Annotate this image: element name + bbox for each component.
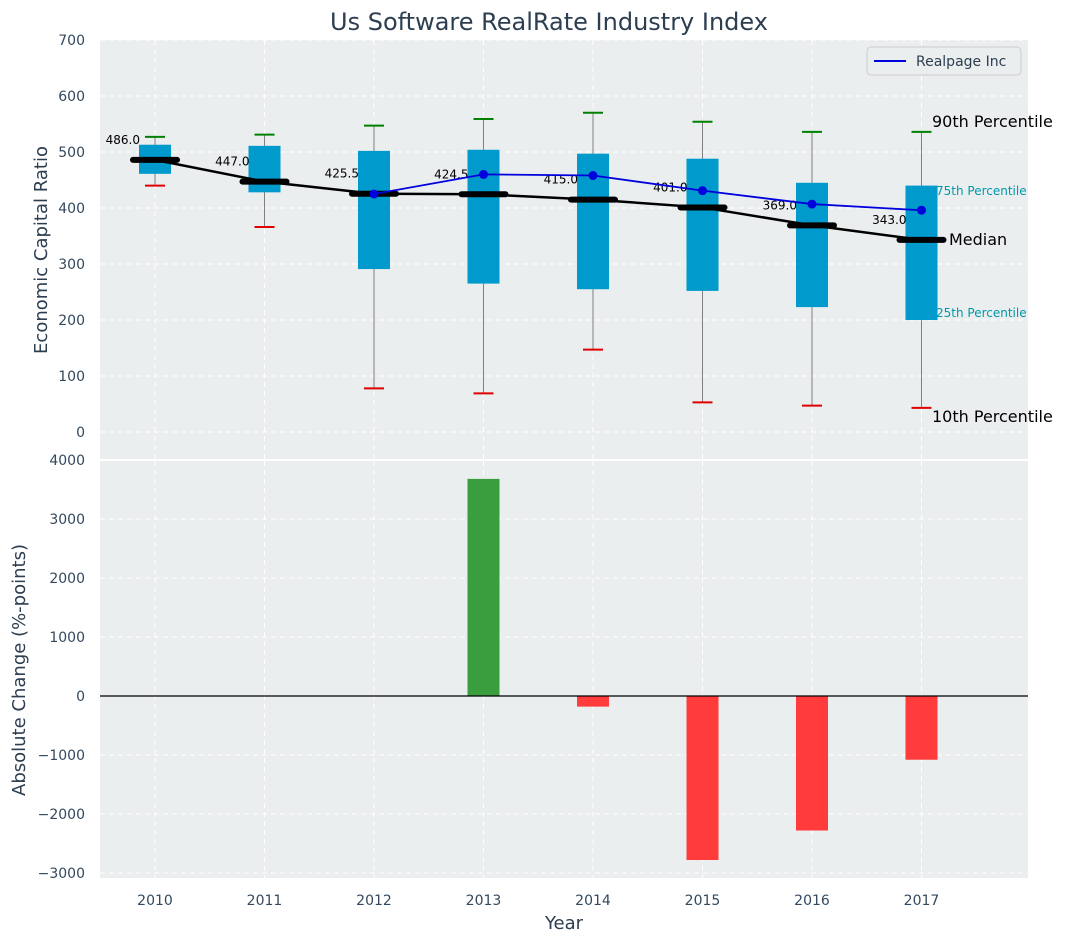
top-y-tick-label: 500 [58,145,85,161]
iqr-box [358,150,390,270]
x-tick-label: 2016 [794,893,830,909]
top-y-tick-label: 300 [58,257,85,273]
bottom-y-tick-label: 1000 [49,630,85,646]
top-y-tick-label: 100 [58,369,85,385]
x-axis-title: Year [544,913,584,934]
company-point [698,186,707,196]
x-tick-label: 2012 [356,893,392,909]
median-value-label: 343.0 [872,213,906,227]
company-point [369,189,379,199]
median-annotation: Median [949,230,1007,249]
company-line [373,173,922,212]
top-y-axis-title: Economic Capital Ratio [31,146,52,354]
company-point [588,171,598,181]
x-tick-label: 2014 [575,893,611,909]
iqr-box [467,149,500,284]
top-panel [100,40,1028,459]
median-value-label: 425.5 [325,167,359,181]
change-bar [467,478,500,696]
change-bar [577,696,609,707]
bottom-y-tick-label: −1000 [38,748,85,764]
legend[interactable]: Realpage Inc [866,46,1022,76]
change-bar [686,696,719,861]
chart-title: Us Software RealRate Industry Index [330,8,768,36]
company-point [479,169,488,179]
top-y-tick-label: 700 [58,33,85,49]
median-value-label: 486.0 [106,133,140,147]
x-tick-label: 2011 [247,893,283,909]
x-tick-label: 2017 [904,893,940,909]
x-tick-label: 2013 [466,893,502,909]
median-value-label: 424.5 [434,167,468,181]
p10-annotation: 10th Percentile [932,407,1053,426]
top-y-tick-label: 400 [58,201,85,217]
bottom-y-tick-label: −3000 [38,866,85,882]
bottom-y-tick-label: 4000 [49,453,85,469]
x-tick-label: 2010 [137,893,173,909]
p75-annotation: 75th Percentile [936,184,1027,198]
top-y-tick-label: 600 [58,89,85,105]
iqr-box [248,145,281,193]
bottom-y-tick-label: 2000 [49,571,85,587]
company-point [807,199,817,209]
iqr-box [686,158,719,291]
top-y-tick-label: 0 [76,425,85,441]
axis-ticks: 0 100 200 300 400 500 600 700 −3000 −2000 −1000 0 10… [38,33,940,909]
p90-annotation: 90th Percentile [932,112,1053,131]
bottom-plot-marks [100,478,1028,861]
change-bar [905,696,938,760]
median-value-label: 401.0 [653,180,687,194]
legend-box [866,46,1022,76]
median-value-label: 447.0 [215,155,249,169]
bottom-gridlines [100,459,1032,878]
legend-entry: Realpage Inc [916,54,1006,70]
bottom-y-tick-label: 3000 [49,512,85,528]
change-bar [796,696,828,831]
bottom-y-tick-label: 0 [76,689,85,705]
bottom-y-tick-label: −2000 [38,807,85,823]
p25-annotation: 25th Percentile [936,306,1027,320]
top-y-tick-label: 200 [58,313,85,329]
bottom-y-axis-title: Absolute Change (%-points) [9,544,30,796]
company-point [917,205,926,215]
bottom-panel [100,461,1028,878]
x-tick-label: 2015 [685,893,721,909]
